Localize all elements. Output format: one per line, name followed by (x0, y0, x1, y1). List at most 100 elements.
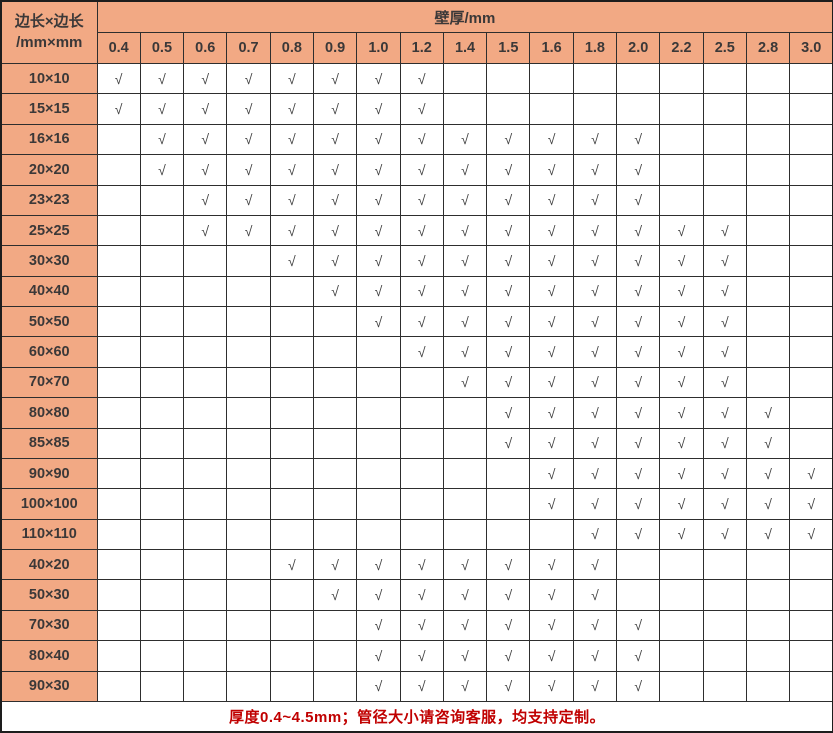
availability-empty-cell (659, 579, 704, 611)
thickness-column-header: 3.0 (789, 32, 833, 64)
availability-empty-cell (96, 579, 141, 611)
availability-empty-cell (226, 245, 271, 277)
size-row-header: 20×20 (0, 154, 98, 186)
availability-empty-cell (96, 275, 141, 308)
availability-check-cell: √ (356, 93, 401, 125)
availability-check-cell: √ (702, 336, 747, 368)
availability-check-cell: √ (529, 548, 574, 581)
availability-check-cell: √ (399, 93, 444, 125)
availability-empty-cell (269, 518, 314, 551)
availability-check-cell: √ (486, 184, 531, 216)
availability-check-cell: √ (269, 93, 314, 125)
availability-empty-cell (96, 548, 141, 581)
availability-check-cell: √ (356, 670, 401, 702)
availability-check-cell: √ (529, 609, 574, 642)
availability-empty-cell (183, 488, 228, 520)
availability-empty-cell (226, 457, 271, 490)
availability-empty-cell (789, 548, 833, 581)
availability-check-cell: √ (312, 245, 358, 277)
availability-empty-cell (226, 275, 271, 308)
availability-check-cell: √ (702, 305, 747, 338)
availability-empty-cell (789, 214, 833, 247)
availability-empty-cell (96, 609, 141, 642)
availability-empty-cell (442, 457, 488, 490)
availability-empty-cell (183, 518, 228, 551)
availability-check-cell: √ (659, 214, 704, 247)
availability-empty-cell (226, 670, 271, 702)
footer-row: 厚度0.4~4.5mm；管径大小请咨询客服，均支持定制。 (0, 701, 833, 733)
availability-check-cell: √ (312, 579, 358, 611)
availability-empty-cell (96, 123, 141, 156)
availability-empty-cell (789, 397, 833, 429)
table-row: 20×20 √ √ √ √ √ √ √ √ √ √ √ √ (0, 154, 833, 186)
availability-empty-cell (745, 579, 791, 611)
availability-empty-cell (442, 397, 488, 429)
availability-empty-cell (183, 670, 228, 702)
availability-check-cell: √ (789, 457, 833, 490)
availability-empty-cell (96, 154, 141, 186)
availability-check-cell: √ (486, 366, 531, 399)
availability-check-cell: √ (442, 579, 488, 611)
availability-empty-cell (572, 93, 618, 125)
availability-check-cell: √ (312, 214, 358, 247)
availability-check-cell: √ (616, 640, 661, 672)
availability-check-cell: √ (529, 336, 574, 368)
availability-empty-cell (442, 488, 488, 520)
availability-check-cell: √ (442, 305, 488, 338)
availability-empty-cell (616, 579, 661, 611)
availability-empty-cell (269, 366, 314, 399)
availability-check-cell: √ (139, 154, 185, 186)
availability-empty-cell (226, 609, 271, 642)
availability-empty-cell (139, 275, 185, 308)
availability-empty-cell (356, 397, 401, 429)
availability-check-cell: √ (399, 670, 444, 702)
availability-empty-cell (399, 397, 444, 429)
availability-empty-cell (139, 488, 185, 520)
availability-empty-cell (659, 609, 704, 642)
thickness-header-cell: 壁厚/mm (96, 0, 833, 33)
availability-empty-cell (486, 62, 531, 95)
availability-empty-cell (702, 548, 747, 581)
availability-empty-cell (96, 245, 141, 277)
availability-empty-cell (356, 488, 401, 520)
availability-check-cell: √ (269, 123, 314, 156)
availability-check-cell: √ (616, 245, 661, 277)
availability-empty-cell (356, 366, 401, 399)
availability-empty-cell (702, 123, 747, 156)
availability-check-cell: √ (399, 123, 444, 156)
availability-empty-cell (139, 548, 185, 581)
availability-check-cell: √ (529, 457, 574, 490)
availability-empty-cell (96, 640, 141, 672)
availability-check-cell: √ (529, 245, 574, 277)
availability-empty-cell (139, 518, 185, 551)
availability-check-cell: √ (399, 245, 444, 277)
availability-check-cell: √ (616, 427, 661, 459)
availability-check-cell: √ (486, 640, 531, 672)
size-row-header: 10×10 (0, 62, 98, 95)
availability-check-cell: √ (96, 93, 141, 125)
availability-empty-cell (442, 62, 488, 95)
availability-check-cell: √ (702, 518, 747, 551)
availability-check-cell: √ (572, 305, 618, 338)
availability-check-cell: √ (702, 245, 747, 277)
availability-empty-cell (226, 488, 271, 520)
availability-empty-cell (399, 366, 444, 399)
availability-check-cell: √ (745, 397, 791, 429)
size-row-header: 40×20 (0, 548, 98, 581)
table-row: 40×20 √ √ √ √ √ √ √ √ (0, 548, 833, 581)
availability-empty-cell (269, 488, 314, 520)
size-row-header: 40×40 (0, 275, 98, 308)
availability-check-cell: √ (183, 123, 228, 156)
availability-empty-cell (139, 397, 185, 429)
availability-empty-cell (442, 93, 488, 125)
thickness-column-header: 2.0 (616, 32, 661, 64)
size-row-header: 30×30 (0, 245, 98, 277)
availability-check-cell: √ (745, 457, 791, 490)
size-row-header: 90×30 (0, 670, 98, 702)
availability-check-cell: √ (572, 245, 618, 277)
availability-empty-cell (399, 518, 444, 551)
availability-empty-cell (745, 366, 791, 399)
thickness-column-header: 1.2 (399, 32, 444, 64)
availability-check-cell: √ (702, 427, 747, 459)
